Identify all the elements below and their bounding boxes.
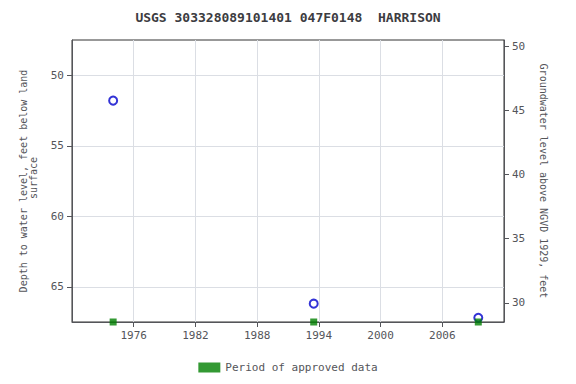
svg-text:50: 50	[51, 69, 64, 82]
svg-text:surface: surface	[28, 157, 39, 205]
svg-text:1994: 1994	[306, 329, 333, 342]
svg-text:2000: 2000	[367, 329, 394, 342]
svg-text:50: 50	[512, 40, 525, 53]
svg-text:55: 55	[51, 139, 64, 152]
svg-text:Groundwater level above NGVD 1: Groundwater level above NGVD 1929, feet	[538, 64, 549, 299]
svg-text:1982: 1982	[182, 329, 209, 342]
svg-text:USGS 303328089101401 047F0148: USGS 303328089101401 047F0148 HARRISON	[135, 10, 440, 25]
svg-text:Period of approved data: Period of approved data	[225, 361, 377, 374]
svg-text:45: 45	[512, 104, 525, 117]
svg-text:1988: 1988	[244, 329, 271, 342]
svg-text:60: 60	[51, 210, 64, 223]
svg-text:Depth to water level, feet bel: Depth to water level, feet below land	[17, 69, 29, 293]
svg-text:30: 30	[512, 296, 525, 309]
svg-text:65: 65	[51, 280, 64, 293]
svg-text:2006: 2006	[429, 329, 456, 342]
svg-text:1976: 1976	[120, 329, 147, 342]
svg-text:40: 40	[512, 168, 525, 181]
svg-text:35: 35	[512, 232, 525, 245]
